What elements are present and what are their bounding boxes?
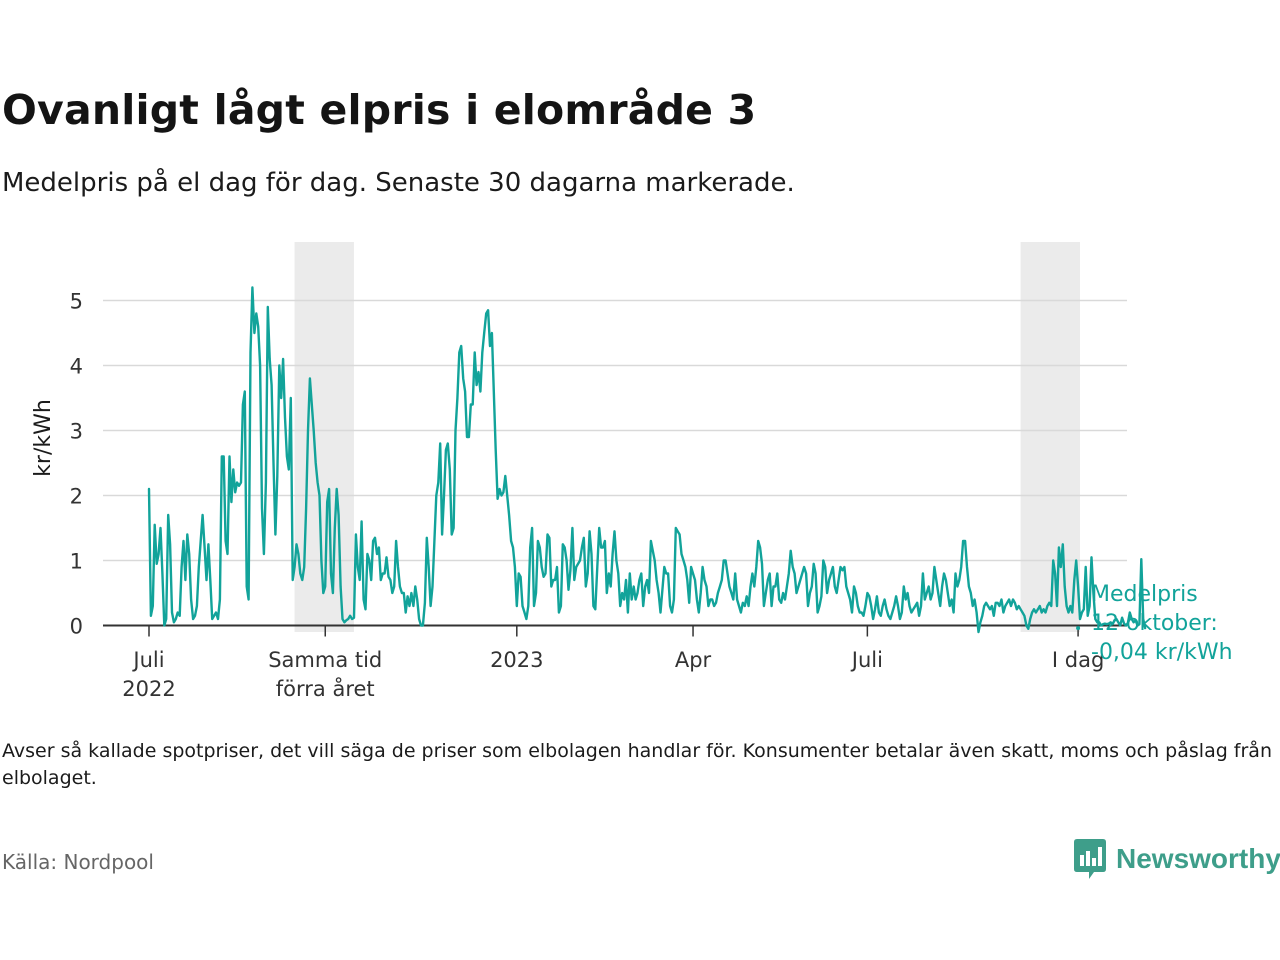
series-layer bbox=[147, 286, 1147, 634]
series-line-1 bbox=[147, 286, 1147, 634]
shaded-period-2 bbox=[1020, 242, 1080, 632]
y-axis-label: kr/kWh bbox=[31, 399, 56, 477]
y-tick-labels: 0 1 2 3 4 5 bbox=[70, 290, 83, 639]
brand-name: Newsworthy bbox=[1116, 843, 1280, 874]
x-tick-label-5: Juli bbox=[850, 648, 883, 672]
brand-logo: Newsworthy bbox=[1072, 838, 1280, 880]
chart-subtitle: Medelpris på el dag för dag. Senaste 30 … bbox=[2, 168, 795, 198]
y-tick-label-0: 0 bbox=[70, 615, 83, 639]
y-tick-label-2: 2 bbox=[70, 485, 83, 509]
x-tick-label-3: 2023 bbox=[490, 648, 543, 672]
annotation-layer: Medelpris 12 oktober: -0,04 kr/kWh bbox=[1076, 582, 1233, 665]
y-tick-label-4: 4 bbox=[70, 355, 83, 379]
x-tick-label-6: I dag bbox=[1052, 648, 1104, 672]
y-tick-label-1: 1 bbox=[70, 550, 83, 574]
x-tick-label-2: Samma tid förra året bbox=[268, 648, 382, 701]
source-credit: Källa: Nordpool bbox=[2, 850, 154, 874]
x-axis: Juli 2022 Samma tid förra året 2023 Apr Juli I … bbox=[122, 625, 1104, 701]
y-gridlines bbox=[103, 299, 1127, 627]
latest-value-marker bbox=[1076, 626, 1081, 631]
price-line-chart: 0 1 2 3 4 5 Juli 2022 Samma tid förra året 2023 Ap… bbox=[31, 242, 1233, 701]
y-tick-label-3: 3 bbox=[70, 420, 83, 444]
x-tick-label-4: Apr bbox=[675, 648, 712, 672]
x-tick-label-1: Juli 2022 bbox=[122, 648, 175, 701]
newsworthy-logo-icon bbox=[1074, 839, 1106, 879]
chart-title: Ovanligt lågt elpris i elområde 3 bbox=[2, 86, 757, 134]
y-tick-label-5: 5 bbox=[70, 290, 83, 314]
latest-value-annotation: Medelpris 12 oktober: -0,04 kr/kWh bbox=[1091, 582, 1233, 665]
footnote: Avser så kallade spotpriser, det vill sä… bbox=[2, 740, 1272, 789]
